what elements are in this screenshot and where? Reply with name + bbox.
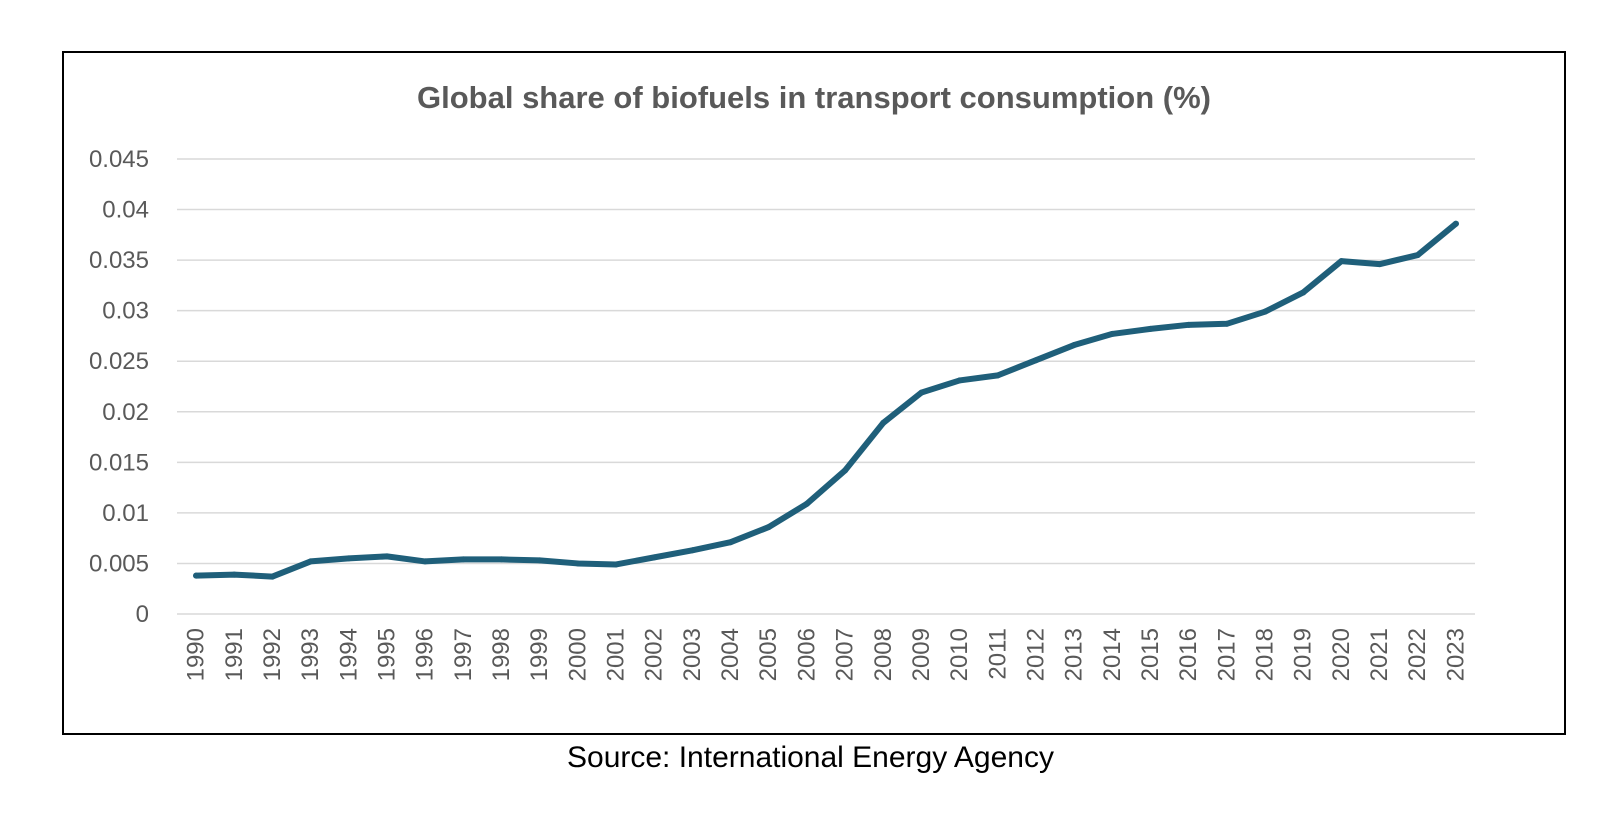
x-tick-label: 2007 — [832, 628, 859, 681]
x-tick-label: 1999 — [526, 628, 553, 681]
x-axis-tick-labels: 1990 1991 1992 1993 1994 1995 1996 1997 1998 1999… — [183, 628, 1470, 681]
data-point — [918, 389, 925, 396]
source-caption: Source: International Energy Agency — [567, 741, 1054, 774]
data-point — [269, 573, 276, 580]
y-tick-label: 0.04 — [102, 197, 149, 224]
x-tick-label: 2017 — [1213, 628, 1240, 681]
data-point — [383, 553, 390, 560]
chart-title: Global share of biofuels in transport co… — [417, 80, 1211, 115]
series-line — [193, 220, 1459, 580]
x-tick-label: 1991 — [221, 628, 248, 681]
x-tick-label: 2022 — [1404, 628, 1431, 681]
data-point — [651, 554, 658, 561]
x-tick-label: 2008 — [870, 628, 897, 681]
x-tick-label: 2015 — [1137, 628, 1164, 681]
x-tick-label: 2010 — [946, 628, 973, 681]
chart-frame: Global share of biofuels in transport co… — [62, 51, 1566, 735]
x-tick-label: 1992 — [259, 628, 286, 681]
y-tick-label: 0.015 — [89, 449, 149, 476]
gridlines — [177, 158, 1475, 615]
data-point — [613, 561, 620, 568]
data-point — [1032, 357, 1039, 364]
data-point — [231, 571, 238, 578]
x-tick-label: 2013 — [1061, 628, 1088, 681]
data-point — [1262, 308, 1269, 315]
data-point — [1414, 252, 1421, 259]
x-tick-label: 1996 — [412, 628, 439, 681]
y-tick-label: 0.01 — [102, 500, 149, 527]
x-tick-label: 1993 — [297, 628, 324, 681]
x-tick-label: 2009 — [908, 628, 935, 681]
data-point — [498, 556, 505, 563]
y-tick-label: 0.02 — [102, 399, 149, 426]
data-point — [193, 572, 200, 579]
x-tick-label: 2023 — [1442, 628, 1469, 681]
x-tick-label: 2019 — [1290, 628, 1317, 681]
data-point — [1452, 220, 1459, 227]
data-point — [574, 560, 581, 567]
data-point — [1223, 320, 1230, 327]
data-point — [1109, 330, 1116, 337]
y-tick-label: 0.03 — [102, 298, 149, 325]
data-point — [765, 524, 772, 531]
x-tick-label: 2005 — [755, 628, 782, 681]
x-tick-label: 1990 — [183, 628, 210, 681]
x-tick-label: 2011 — [984, 628, 1011, 680]
x-tick-label: 2004 — [717, 628, 744, 681]
y-tick-label: 0 — [136, 601, 149, 628]
data-point — [727, 539, 734, 546]
data-point — [1185, 321, 1192, 328]
data-point — [536, 557, 543, 564]
x-tick-label: 1998 — [488, 628, 515, 681]
data-point — [460, 556, 467, 563]
x-tick-label: 1997 — [450, 628, 477, 681]
data-point — [422, 558, 429, 565]
x-tick-label: 1994 — [335, 628, 362, 681]
data-point — [956, 377, 963, 384]
x-tick-label: 2014 — [1099, 628, 1126, 681]
x-tick-label: 1995 — [373, 628, 400, 681]
y-axis-tick-labels: 0 0.005 0.01 0.015 0.02 0.025 0.03 0.035 0.04 0.0… — [89, 146, 149, 628]
series-group — [193, 220, 1459, 580]
x-tick-label: 2002 — [641, 628, 668, 681]
y-tick-label: 0.025 — [89, 348, 149, 375]
chart-svg: Global share of biofuels in transport co… — [89, 80, 1475, 681]
data-point — [307, 558, 314, 565]
y-tick-label: 0.005 — [89, 550, 149, 577]
data-point — [345, 555, 352, 562]
x-tick-label: 2006 — [793, 628, 820, 681]
data-point — [880, 419, 887, 426]
data-point — [842, 467, 849, 474]
data-point — [1338, 258, 1345, 265]
y-tick-label: 0.045 — [89, 146, 149, 173]
x-tick-label: 2003 — [679, 628, 706, 681]
x-tick-label: 2012 — [1022, 628, 1049, 681]
x-tick-label: 2001 — [603, 628, 630, 681]
y-tick-label: 0.035 — [89, 247, 149, 274]
x-tick-label: 2021 — [1366, 628, 1393, 681]
data-point — [1147, 325, 1154, 332]
data-point — [1376, 261, 1383, 268]
data-point — [1300, 289, 1307, 296]
x-tick-label: 2018 — [1252, 628, 1279, 681]
data-point — [803, 500, 810, 507]
x-tick-label: 2020 — [1328, 628, 1355, 681]
data-point — [689, 547, 696, 554]
data-point — [1071, 342, 1078, 349]
data-point — [994, 372, 1001, 379]
x-tick-label: 2016 — [1175, 628, 1202, 681]
x-tick-label: 2000 — [564, 628, 591, 681]
